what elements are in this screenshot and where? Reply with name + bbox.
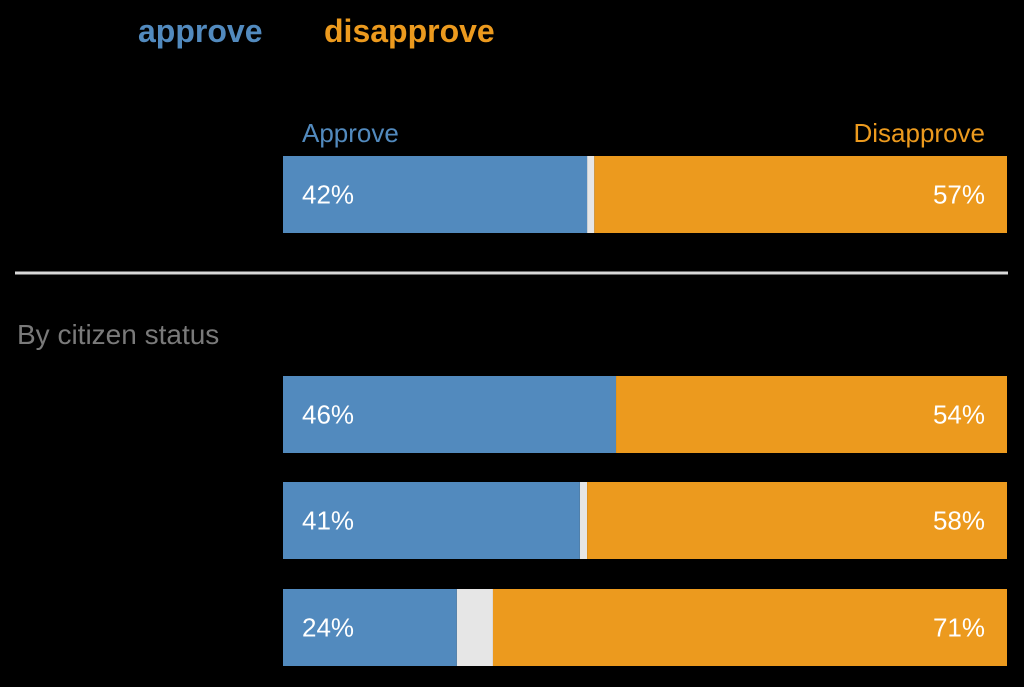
bar-row-1-approve-label: 46% <box>302 400 354 430</box>
bar-row-3-approve-label: 24% <box>302 613 354 643</box>
overall-bar: 42% 57% <box>283 156 1007 233</box>
bar-row-3-other-segment <box>456 589 493 666</box>
bar-row-1-disapprove-label: 54% <box>933 400 985 430</box>
bar-row-1-approve-segment <box>283 376 617 453</box>
bar-row-2-approve-segment <box>283 482 580 559</box>
legend: approve disapprove <box>138 13 495 49</box>
bar-row-2-other-segment <box>579 482 588 559</box>
bar-row-3: 24% 71% <box>283 589 1008 666</box>
section-rows: 46% 54% 41% 58% 24% 71% <box>283 376 1008 666</box>
overall-bar-other-segment <box>587 156 595 233</box>
bar-row-3-disapprove-segment <box>492 589 1008 666</box>
bar-row-3-disapprove-label: 71% <box>933 613 985 643</box>
bar-row-1: 46% 54% <box>283 376 1007 453</box>
column-header-approve: Approve <box>302 118 399 148</box>
overall-bar-disapprove-segment <box>594 156 1007 233</box>
bar-row-3-approve-segment <box>283 589 457 666</box>
bar-row-2-approve-label: 41% <box>302 506 354 536</box>
bar-row-2: 41% 58% <box>283 482 1007 559</box>
section-label: By citizen status <box>17 319 219 350</box>
overall-bar-disapprove-label: 57% <box>933 180 985 210</box>
column-header-disapprove: Disapprove <box>853 118 985 148</box>
legend-approve: approve <box>138 13 262 49</box>
overall-bar-approve-segment <box>283 156 588 233</box>
overall-bar-approve-label: 42% <box>302 180 354 210</box>
bar-row-1-disapprove-segment <box>616 376 1007 453</box>
bar-row-2-disapprove-segment <box>587 482 1007 559</box>
legend-disapprove: disapprove <box>324 13 495 49</box>
bar-row-2-disapprove-label: 58% <box>933 506 985 536</box>
